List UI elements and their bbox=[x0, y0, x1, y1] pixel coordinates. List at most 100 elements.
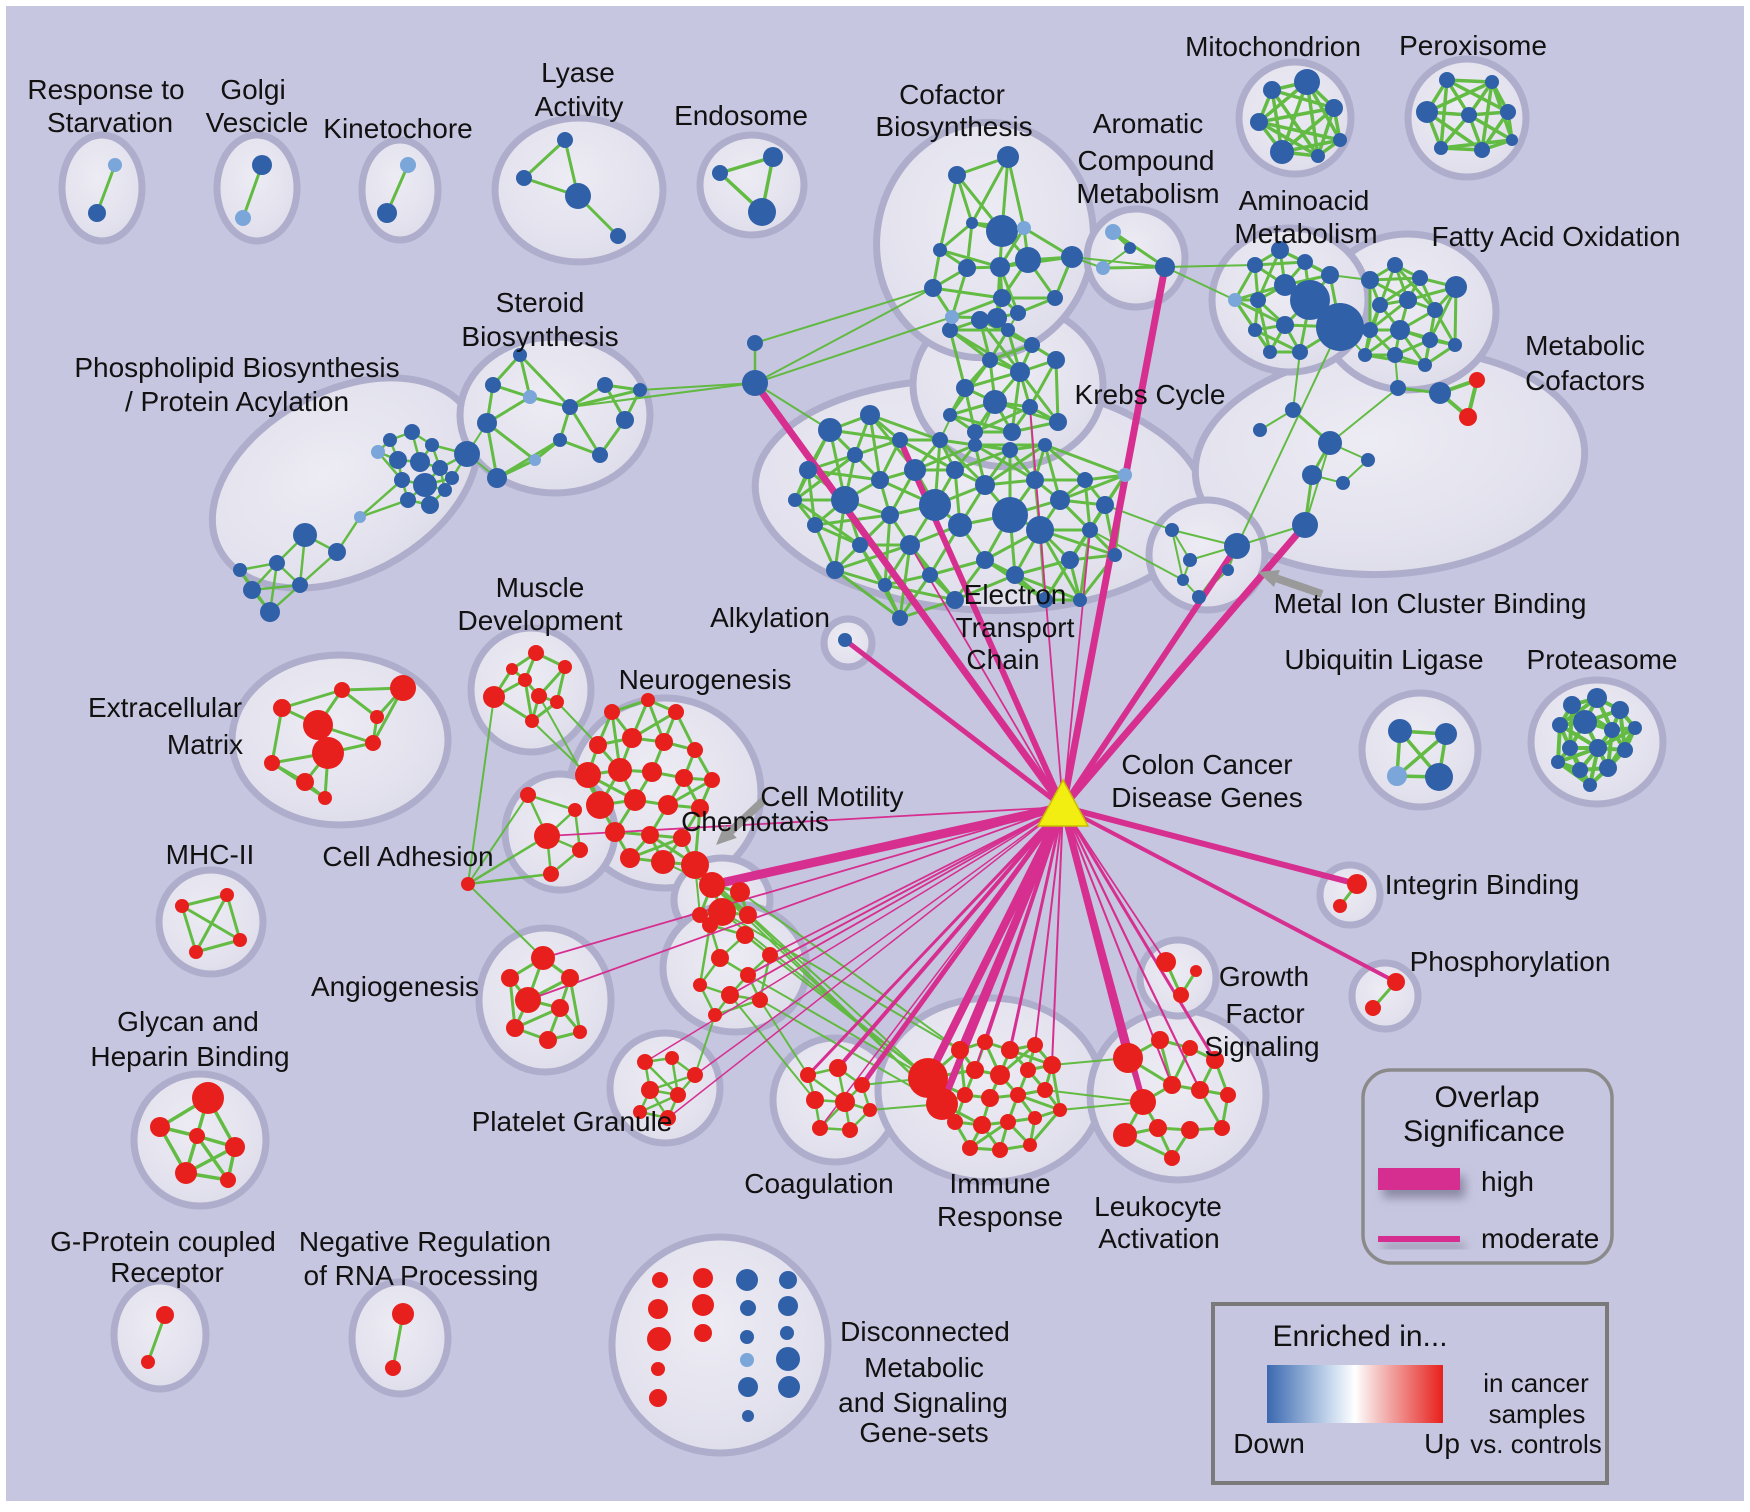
gene-set-node bbox=[1263, 81, 1281, 99]
green-edge bbox=[868, 413, 942, 442]
label-integrin-binding-line1: Integrin Binding bbox=[1385, 869, 1580, 900]
green-edge bbox=[495, 438, 562, 480]
gene-set-node bbox=[967, 424, 983, 440]
label-g-protein-coupled-receptor-line1: G-Protein coupled bbox=[50, 1226, 276, 1257]
cluster-ellipse-disconnected-gene-sets bbox=[608, 1233, 832, 1457]
gene-set-node bbox=[847, 447, 863, 463]
gene-set-node bbox=[956, 379, 974, 397]
gene-set-node bbox=[1572, 762, 1588, 778]
gene-set-node bbox=[673, 829, 691, 847]
gene-set-node bbox=[1010, 1087, 1026, 1103]
gene-set-node bbox=[539, 1031, 557, 1049]
green-bridge-edge bbox=[694, 864, 929, 1079]
gene-set-node bbox=[1027, 1037, 1043, 1053]
gene-set-node bbox=[1563, 696, 1581, 714]
green-bridge-edge bbox=[1089, 529, 1184, 581]
gene-set-node bbox=[1037, 1082, 1053, 1098]
gene-set-node bbox=[622, 728, 642, 748]
green-bridge-edge bbox=[467, 883, 544, 959]
cluster-ellipse-ubiquitin-ligase bbox=[1358, 689, 1482, 811]
gene-set-node bbox=[892, 610, 908, 626]
green-edge bbox=[1253, 260, 1307, 267]
gene-set-node bbox=[739, 906, 757, 924]
gene-set-node bbox=[1412, 270, 1428, 286]
label-peroxisome-line1: Peroxisome bbox=[1399, 30, 1547, 61]
green-edge bbox=[973, 405, 1032, 434]
green-edge bbox=[868, 413, 882, 482]
gene-set-node bbox=[1077, 472, 1093, 488]
label-golgi-vescicle-line1: Golgi bbox=[220, 74, 285, 105]
overlap-moderate-swatch bbox=[1378, 1236, 1460, 1242]
gene-set-node bbox=[1617, 742, 1633, 758]
green-edge bbox=[194, 938, 242, 954]
gene-set-node bbox=[1321, 266, 1339, 284]
green-edge bbox=[1018, 370, 1060, 424]
gene-set-node bbox=[392, 1303, 414, 1325]
gene-set-node bbox=[558, 660, 572, 674]
label-phosphorylation-line1: Phosphorylation bbox=[1410, 946, 1611, 977]
overlap-legend-title-line1: Overlap bbox=[1434, 1081, 1539, 1114]
green-bridge-edge bbox=[1236, 326, 1341, 547]
green-edge bbox=[1043, 443, 1127, 477]
overlap-edge-moderate bbox=[747, 806, 1064, 976]
green-bridge-edge bbox=[729, 994, 816, 1101]
green-edge bbox=[180, 893, 229, 908]
overlap-edge-high bbox=[924, 803, 1067, 1082]
gene-set-node bbox=[485, 377, 501, 393]
gene-set-node bbox=[633, 1105, 647, 1119]
gene-set-node bbox=[1047, 351, 1065, 369]
label-neurogenesis-line1: Neurogenesis bbox=[619, 664, 792, 695]
gene-set-node bbox=[900, 535, 920, 555]
gene-set-node bbox=[971, 311, 989, 329]
gene-set-node bbox=[312, 737, 344, 769]
gene-set-node bbox=[292, 577, 308, 593]
label-negative-regulation-rna-processing-line2: of RNA Processing bbox=[304, 1260, 539, 1291]
gene-set-node bbox=[454, 441, 480, 467]
label-aminoacid-metabolism-line1: Aminoacid bbox=[1239, 185, 1370, 216]
gene-set-node bbox=[608, 758, 632, 782]
green-edge bbox=[1445, 78, 1510, 114]
gene-set-node bbox=[425, 438, 439, 452]
gene-set-node bbox=[477, 413, 497, 433]
gene-set-node bbox=[752, 992, 768, 1008]
overlap-edge-moderate bbox=[729, 806, 1064, 996]
gene-set-node bbox=[1022, 399, 1038, 415]
gene-set-node bbox=[525, 714, 539, 728]
gene-set-node bbox=[528, 645, 544, 661]
gene-set-node bbox=[1302, 465, 1322, 485]
gene-set-node bbox=[1028, 1111, 1042, 1125]
gene-set-node bbox=[852, 537, 868, 553]
gene-set-node bbox=[1248, 323, 1262, 337]
gene-set-node bbox=[947, 1114, 963, 1130]
gene-set-node bbox=[562, 399, 578, 415]
label-aromatic-compound-metabolism-line1: Aromatic bbox=[1093, 108, 1203, 139]
green-edge bbox=[1304, 442, 1331, 526]
green-edge bbox=[1270, 88, 1336, 110]
gene-set-node bbox=[1182, 1040, 1198, 1056]
overlap-edge-moderate bbox=[667, 806, 1064, 1119]
gene-set-node bbox=[385, 1360, 401, 1376]
gene-set-node bbox=[1113, 1123, 1137, 1147]
gene-set-node bbox=[1587, 688, 1607, 708]
green-edge bbox=[1006, 155, 1026, 230]
green-edge bbox=[1013, 573, 1082, 602]
gene-set-node bbox=[515, 987, 541, 1013]
overlap-edge-moderate bbox=[1061, 805, 1202, 1092]
cell-motility-pointer-arrow-head-icon bbox=[716, 824, 737, 845]
gene-set-node bbox=[1292, 344, 1308, 360]
overlap-edge-moderate bbox=[527, 806, 1064, 1001]
gene-set-node bbox=[1387, 347, 1403, 363]
green-edge bbox=[1058, 473, 1127, 502]
gene-set-node bbox=[1191, 1081, 1209, 1099]
label-extracellular-matrix-line1: Extracellular bbox=[88, 692, 242, 723]
gene-set-node bbox=[243, 581, 261, 599]
overlap-edge-high bbox=[751, 379, 1067, 811]
gene-set-node bbox=[762, 947, 778, 963]
colon-cancer-disease-genes-triangle-icon bbox=[1036, 778, 1090, 827]
gene-set-node bbox=[557, 132, 573, 148]
gene-set-node bbox=[1573, 710, 1597, 734]
green-edge bbox=[938, 173, 959, 252]
overlap-edge-moderate bbox=[694, 806, 1064, 1076]
label-metal-ion-cluster-binding-line1: Metal Ion Cluster Binding bbox=[1274, 588, 1587, 619]
